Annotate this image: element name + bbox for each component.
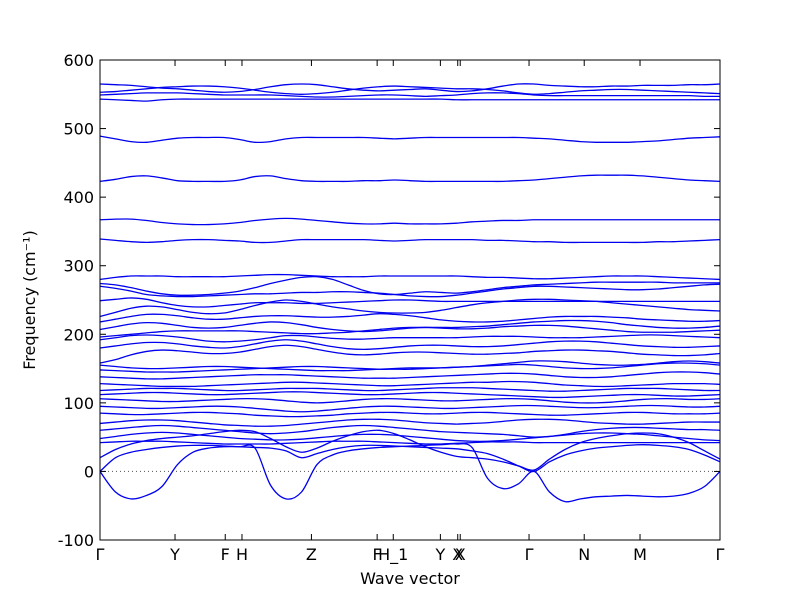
- x-tick-label: M: [633, 545, 647, 564]
- y-tick-label: 600: [63, 51, 94, 70]
- phonon-band-1: [99, 83, 721, 93]
- x-tick-label: X: [452, 545, 463, 564]
- x-axis-label: Wave vector: [360, 569, 460, 588]
- phonon-band-19: [99, 344, 721, 364]
- x-tick-label: N: [578, 545, 590, 564]
- plot-frame: [99, 59, 721, 541]
- phonon-band-17: [99, 334, 721, 343]
- x-tick-label: Γ: [716, 545, 725, 564]
- y-tick-label: 500: [63, 120, 94, 139]
- x-tick-label: Y: [434, 545, 445, 564]
- y-tick-label: -100: [58, 531, 94, 550]
- phonon-band-24: [99, 387, 721, 392]
- phonon-band-3: [99, 92, 721, 98]
- phonon-band-5: [99, 135, 721, 144]
- phonon-band-18: [99, 339, 721, 351]
- phonon-band-12: [99, 297, 720, 308]
- phonon-band-11: [99, 283, 721, 298]
- phonon-band-22: [99, 371, 721, 380]
- y-axis-label: Frequency (cm⁻¹): [20, 230, 39, 369]
- x-axis: Γ Y F H Z FH_1 Y XX Γ N M Γ: [96, 60, 725, 565]
- x-tick-label: H: [236, 545, 248, 564]
- series-layer: [99, 83, 721, 503]
- phonon-band-34: [99, 444, 721, 473]
- phonon-band-16: [99, 324, 721, 338]
- phonon-band-20: [99, 360, 721, 372]
- phonon-band-10: [99, 275, 720, 296]
- y-tick-label: 300: [63, 257, 94, 276]
- phonon-band-13: [99, 298, 721, 318]
- y-tick-label: 100: [63, 394, 94, 413]
- phonon-band-2: [99, 85, 721, 95]
- phonon-band-29: [99, 418, 720, 427]
- phonon-band-7: [99, 217, 720, 226]
- x-tick-label: F: [373, 545, 382, 564]
- x-tick-label: X: [455, 545, 466, 564]
- phonon-band-25: [99, 391, 721, 399]
- phonon-band-8: [99, 238, 721, 244]
- y-tick-label: 400: [63, 188, 94, 207]
- phonon-band-35: [99, 443, 721, 503]
- y-tick-label: 200: [63, 325, 94, 344]
- phonon-band-26: [99, 398, 721, 404]
- y-axis: -100 0 100 200 300 400 500 600: [58, 51, 720, 550]
- phonon-band-15: [99, 319, 721, 333]
- x-tick-label: H_1: [378, 545, 408, 565]
- x-tick-label: Z: [306, 545, 317, 564]
- x-tick-label: F: [221, 545, 230, 564]
- phonon-band-31: [99, 431, 721, 442]
- phonon-band-21: [99, 362, 721, 373]
- phonon-band-4: [99, 98, 720, 102]
- x-tick-label: Y: [169, 545, 180, 564]
- x-tick-label: Γ: [525, 545, 534, 564]
- phonon-band-23: [99, 380, 721, 388]
- phonon-band-30: [99, 424, 721, 438]
- phonon-band-27: [99, 404, 721, 413]
- phonon-band-33: [99, 429, 721, 471]
- phonon-band-14: [99, 313, 721, 323]
- x-tick-label: Γ: [96, 545, 105, 564]
- phonon-band-28: [99, 411, 721, 418]
- phonon-band-9: [99, 273, 721, 281]
- phonon-band-32: [99, 440, 720, 445]
- phonon-band-6: [99, 174, 721, 183]
- y-tick-label: 0: [84, 462, 94, 481]
